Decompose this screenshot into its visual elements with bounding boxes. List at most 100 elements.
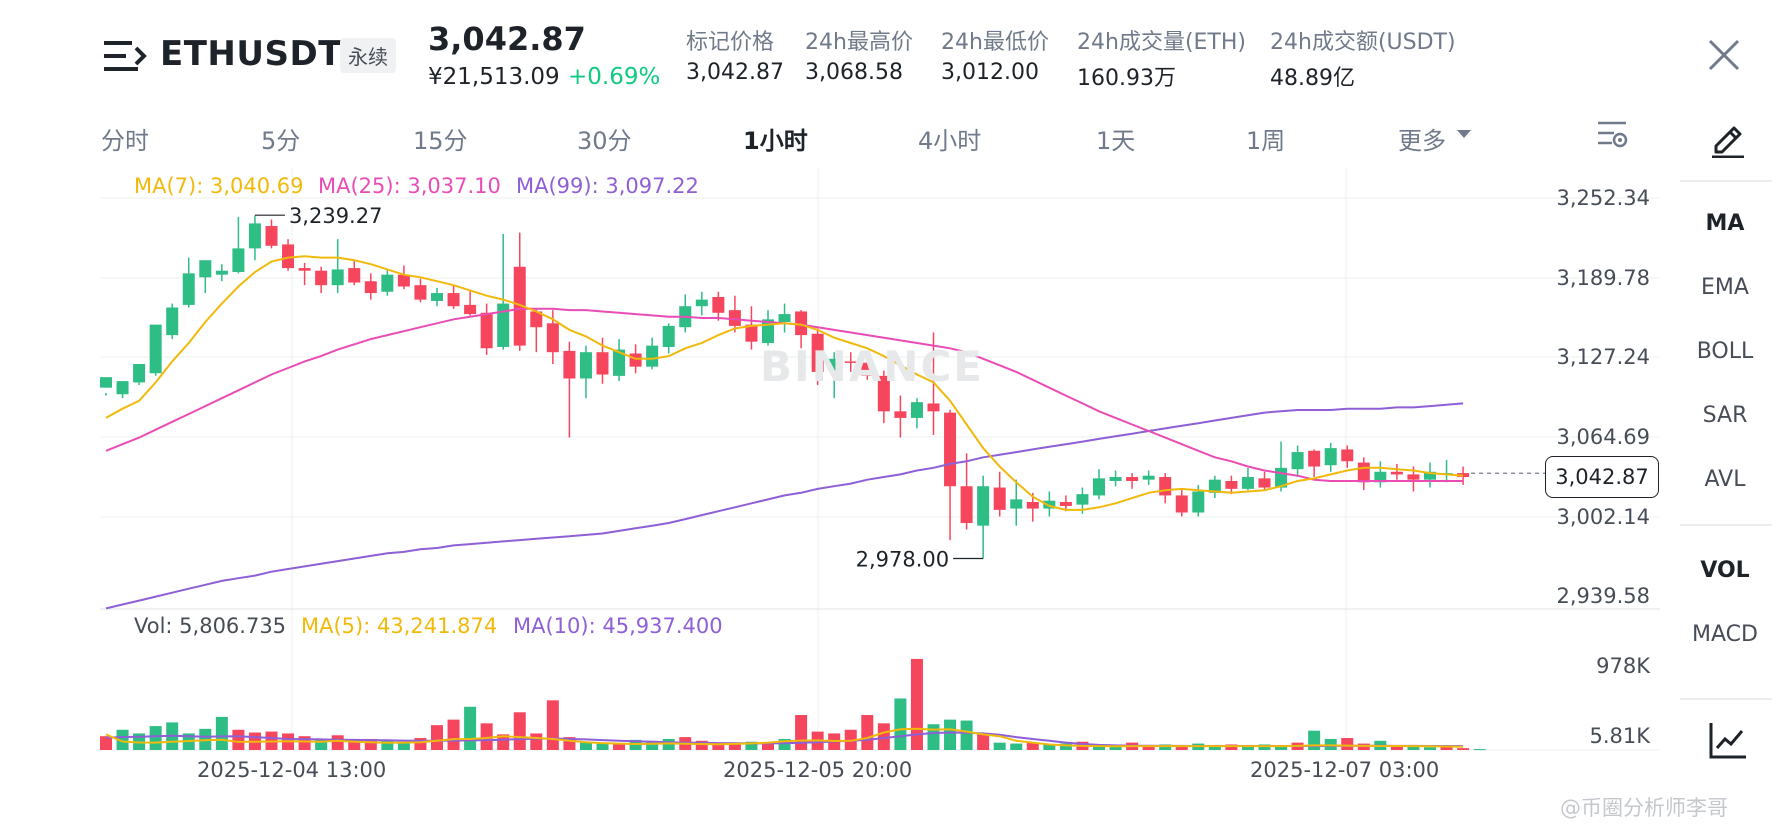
volume-bar xyxy=(497,734,510,750)
volume-bar xyxy=(795,715,808,750)
tab-4h[interactable]: 4小时 xyxy=(918,127,982,155)
candle-body xyxy=(629,353,642,367)
legend-vol-ma10: MA(10): 45,937.400 xyxy=(513,614,723,638)
volume-bar xyxy=(116,729,129,750)
volume-axis-label: 978K xyxy=(1596,654,1650,678)
tab-1d[interactable]: 1天 xyxy=(1096,127,1136,155)
tab-time[interactable]: 分时 xyxy=(101,127,149,155)
candle-body xyxy=(431,293,443,301)
candle-body xyxy=(811,333,824,372)
candle-body xyxy=(298,268,311,271)
candle-body xyxy=(1093,478,1105,496)
time-axis-label: 2025-12-07 03:00 xyxy=(1250,758,1440,782)
candle-body xyxy=(315,270,328,286)
indicator-settings-icon[interactable] xyxy=(1596,118,1628,150)
close-icon[interactable] xyxy=(1707,38,1741,72)
volume-bar xyxy=(1275,745,1288,750)
volume-bar xyxy=(960,720,973,750)
tab-more[interactable]: 更多 xyxy=(1398,127,1446,155)
volume-bar xyxy=(1208,745,1221,750)
volume-bar xyxy=(513,712,526,750)
candle-body xyxy=(993,487,1006,510)
menu-icon[interactable] xyxy=(104,38,148,74)
candle-body xyxy=(381,274,394,292)
volume-bar xyxy=(315,738,328,750)
indicator-vol[interactable]: VOL xyxy=(1700,558,1750,583)
volume-bar xyxy=(546,700,559,750)
price-axis-label: 3,127.24 xyxy=(1556,345,1650,369)
candle-body xyxy=(944,412,957,487)
volume-bar xyxy=(1473,749,1486,751)
stat-label-24h-volume: 24h成交量(ETH) xyxy=(1077,30,1246,55)
sidebar-divider xyxy=(1680,180,1772,182)
chart-type-icon[interactable] xyxy=(1708,720,1748,760)
indicator-sar[interactable]: SAR xyxy=(1702,403,1748,428)
tab-15m[interactable]: 15分 xyxy=(413,127,468,155)
candle-body xyxy=(364,281,377,294)
time-axis-label: 2025-12-04 13:00 xyxy=(197,758,387,782)
candle-body xyxy=(662,325,675,347)
stat-label-24h-turnover: 24h成交额(USDT) xyxy=(1270,30,1456,55)
legend-vol: Vol: 5,806.735 xyxy=(134,614,287,638)
candle-body xyxy=(215,270,228,275)
volume-bar xyxy=(1043,744,1056,750)
candle-body xyxy=(910,402,923,418)
candle-body xyxy=(613,349,626,376)
indicator-avl[interactable]: AVL xyxy=(1704,467,1746,492)
chevron-down-icon[interactable] xyxy=(1457,130,1471,138)
candle-body xyxy=(348,268,361,283)
exchange-watermark: BINANCE xyxy=(760,342,984,391)
volume-bar xyxy=(861,715,874,750)
candle-body xyxy=(1142,475,1155,480)
legend-vol-ma5: MA(5): 43,241.874 xyxy=(301,614,498,638)
volume-bar xyxy=(1258,744,1271,750)
candle-body xyxy=(248,223,261,249)
candle-body xyxy=(1126,477,1139,481)
candle-body xyxy=(695,299,708,307)
volume-bar xyxy=(894,698,907,750)
candle-body xyxy=(546,323,559,353)
volume-bar xyxy=(414,738,427,750)
candle-body xyxy=(894,411,907,418)
volume-bar xyxy=(1059,743,1072,750)
tab-5m[interactable]: 5分 xyxy=(261,127,301,155)
indicator-macd[interactable]: MACD xyxy=(1692,622,1758,647)
volume-bar xyxy=(745,741,758,750)
candle-body xyxy=(977,486,990,526)
volume-bar xyxy=(1225,744,1238,750)
volume-bar xyxy=(1241,746,1254,750)
pen-draw-icon[interactable] xyxy=(1708,118,1748,158)
volume-bar xyxy=(1142,745,1155,750)
volume-bar xyxy=(1159,744,1172,750)
ma99-line xyxy=(105,402,1464,610)
tab-1w[interactable]: 1周 xyxy=(1246,127,1286,155)
tab-1h[interactable]: 1小时 xyxy=(743,127,808,155)
perpetual-badge: 永续 xyxy=(340,38,396,73)
candle-body xyxy=(480,312,493,349)
candle-body xyxy=(414,285,427,300)
candle-body xyxy=(1059,502,1072,506)
volume-bar xyxy=(464,706,477,750)
volume-bar xyxy=(1308,730,1321,750)
indicator-boll[interactable]: BOLL xyxy=(1696,339,1754,364)
sidebar-divider xyxy=(1680,524,1772,526)
candle-body xyxy=(778,314,791,322)
symbol-title[interactable]: ETHUSDT xyxy=(160,34,342,74)
candle-body xyxy=(1192,491,1205,513)
volume-bar xyxy=(695,740,708,750)
volume-bar xyxy=(149,726,162,750)
candle-body xyxy=(1341,449,1354,462)
candle-body xyxy=(1390,471,1403,475)
candle-body xyxy=(513,266,526,346)
volume-bar xyxy=(877,723,890,750)
candle-body xyxy=(960,486,973,524)
tab-30m[interactable]: 30分 xyxy=(577,127,632,155)
indicator-ma[interactable]: MA xyxy=(1705,211,1745,236)
volume-bar xyxy=(480,723,493,750)
candle-body xyxy=(1159,477,1172,496)
volume-bar xyxy=(215,716,228,750)
volume-bar xyxy=(381,740,394,750)
indicator-ema[interactable]: EMA xyxy=(1701,275,1749,300)
candle-body xyxy=(447,293,460,307)
